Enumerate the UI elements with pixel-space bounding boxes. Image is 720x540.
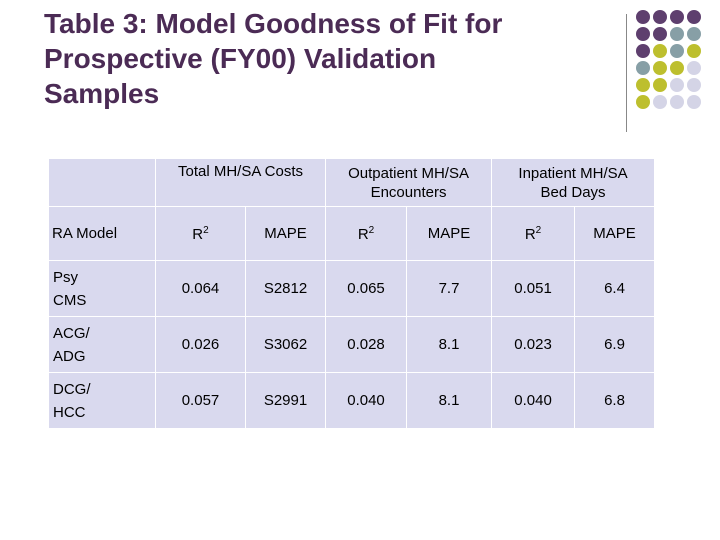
table-cell: 6.9: [574, 316, 656, 373]
table-cell: 8.1: [406, 316, 493, 373]
table-cell: 0.026: [155, 316, 246, 373]
decorative-dot: [670, 95, 684, 109]
r2-header: R2: [325, 206, 408, 261]
row-model-label: DCG/ HCC: [48, 372, 156, 429]
ra-model-header: RA Model: [48, 206, 156, 261]
decorative-dot: [653, 95, 667, 109]
decorative-dot: [687, 10, 701, 24]
decorative-dot: [636, 27, 650, 41]
group-label: Inpatient MH/SA: [518, 164, 628, 182]
decorative-dot: [636, 61, 650, 75]
group-header-total-costs: Total MH/SA Costs: [154, 158, 327, 207]
group-label: Total MH/SA Costs: [177, 163, 304, 180]
mape-header: MAPE: [406, 206, 493, 261]
decorative-dot: [636, 95, 650, 109]
model-line-1: Psy: [53, 268, 79, 286]
r-label: R: [524, 225, 536, 243]
model-line-2: ADG: [53, 347, 86, 365]
decorative-dot: [687, 95, 701, 109]
decorative-dot: [687, 44, 701, 58]
table-row: ACG/ ADG 0.026 S3062 0.028 8.1 0.023 6.9: [48, 316, 656, 373]
group-header-outpatient: Outpatient MH/SA Encounters: [325, 158, 493, 207]
decorative-dot: [670, 61, 684, 75]
model-line-1: DCG/: [53, 380, 91, 398]
decorative-dot: [636, 44, 650, 58]
decorative-dot: [670, 78, 684, 92]
table-cell: 6.4: [574, 260, 656, 317]
group-label-line-2: Bed Days: [540, 183, 606, 201]
table-cell: 0.028: [325, 316, 408, 373]
mape-header: MAPE: [244, 206, 327, 261]
squared-superscript: 2: [203, 224, 209, 236]
group-header-inpatient: Inpatient MH/SA Bed Days: [491, 158, 656, 207]
sub-header-row: RA Model R2 MAPE R2 MAPE R2 MAPE: [48, 206, 656, 261]
title-line-1: Table 3: Model Goodness of Fit for: [44, 8, 503, 39]
table-cell: 0.057: [155, 372, 246, 429]
model-line-2: HCC: [53, 403, 86, 421]
decorative-dot: [687, 61, 701, 75]
r-label: R: [357, 225, 369, 243]
decorative-dot: [687, 27, 701, 41]
r2-header: R2: [155, 206, 246, 261]
model-line-2: CMS: [53, 291, 87, 309]
group-label: Outpatient MH/SA: [348, 164, 469, 182]
table-row: DCG/ HCC 0.057 S2991 0.040 8.1 0.040 6.8: [48, 372, 656, 429]
table-cell: 0.065: [325, 260, 408, 317]
slide-title: Table 3: Model Goodness of Fit for Prosp…: [44, 6, 604, 111]
group-header-row: Total MH/SA Costs Outpatient MH/SA Encou…: [48, 158, 656, 207]
decorative-dot: [653, 44, 667, 58]
table-cell: 0.064: [155, 260, 246, 317]
table-row: Psy CMS 0.064 S2812 0.065 7.7 0.051 6.4: [48, 260, 656, 317]
decorative-divider: [626, 14, 627, 132]
table-cell: 0.040: [325, 372, 408, 429]
decorative-dot: [670, 10, 684, 24]
mape-header: MAPE: [574, 206, 656, 261]
squared-superscript: 2: [368, 224, 375, 236]
decorative-dot: [653, 27, 667, 41]
decorative-dot: [670, 44, 684, 58]
decorative-dot: [670, 27, 684, 41]
table-cell: S3062: [244, 316, 327, 373]
title-line-3: Samples: [44, 78, 160, 109]
table-cell: 0.051: [491, 260, 576, 317]
squared-superscript: 2: [535, 224, 542, 236]
goodness-of-fit-table: Total MH/SA Costs Outpatient MH/SA Encou…: [48, 158, 656, 429]
row-model-label: ACG/ ADG: [48, 316, 156, 373]
row-model-label: Psy CMS: [48, 260, 156, 317]
decorative-dot: [636, 78, 650, 92]
table-cell: S2991: [244, 372, 327, 429]
table-cell: 6.8: [574, 372, 656, 429]
decorative-dot: [653, 78, 667, 92]
decorative-dot: [636, 10, 650, 24]
table-cell: 0.023: [491, 316, 576, 373]
decorative-dot: [653, 10, 667, 24]
table-cell: 8.1: [406, 372, 493, 429]
decorative-dot: [687, 78, 701, 92]
decorative-dot: [653, 61, 667, 75]
corner-cell: [48, 158, 156, 207]
group-label-line-2: Encounters: [370, 183, 447, 201]
table-cell: 0.040: [491, 372, 576, 429]
table-cell: 7.7: [406, 260, 493, 317]
decorative-dot-grid: [636, 10, 720, 120]
r-label: R: [192, 225, 204, 243]
table-cell: S2812: [244, 260, 327, 317]
title-line-2: Prospective (FY00) Validation: [44, 43, 437, 74]
model-line-1: ACG/: [53, 324, 90, 342]
r2-header: R2: [491, 206, 576, 261]
